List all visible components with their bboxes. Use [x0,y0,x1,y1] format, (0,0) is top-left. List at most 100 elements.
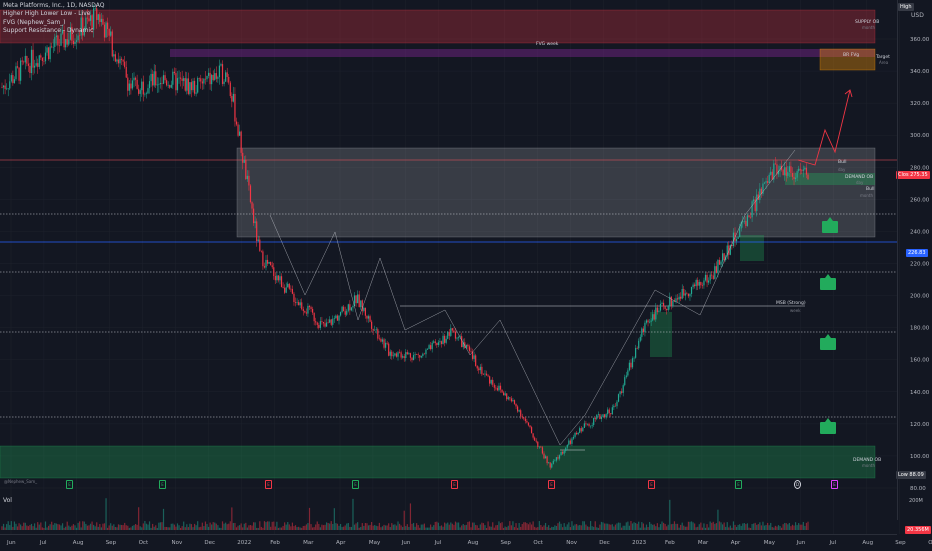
candle-body [41,57,43,61]
volume-bar [558,521,561,530]
volume-bar [181,526,183,530]
volume-bar [277,527,280,530]
earnings-flag-icon[interactable]: E [159,480,166,489]
candle-body [304,311,306,313]
volume-bar [695,527,697,530]
volume-bar [170,523,172,530]
volume-bar [725,526,727,530]
candle-body [703,280,705,286]
earnings-flag-icon[interactable]: E [66,480,73,489]
earnings-flag-icon[interactable]: E [265,480,272,489]
volume-bar [656,523,658,530]
volume-bar [616,523,618,530]
candle-body [793,176,795,180]
price-tag: Low 88.09 [896,471,926,480]
price-tick-label: 80.00 [910,486,926,492]
candle-body [357,294,359,304]
fvg-block [740,235,764,261]
volume-bar [7,521,9,530]
volume-bar [110,523,112,530]
volume-bar [225,522,227,530]
time-tick-label: Apr [731,540,741,546]
earnings-flag-icon[interactable]: E [735,480,742,489]
price-axis[interactable] [897,0,932,520]
earnings-flag-icon[interactable]: E [831,480,838,489]
volume-bar [239,525,241,530]
volume-bar [249,525,252,530]
volume-bar [621,527,623,530]
candle-body [263,266,266,268]
candle-body [18,67,20,81]
volume-bar [456,522,458,530]
candle-body [687,293,690,297]
candle-body [586,423,589,425]
volume-bar [551,526,553,530]
indicator-label[interactable]: Higher High Lower Low - Live [3,10,91,18]
volume-bar [167,527,169,530]
earnings-flag-icon[interactable]: E [352,480,359,489]
volume-bar [389,527,391,530]
volume-bar [329,523,331,530]
candle-body [218,65,221,78]
volume-bar [290,526,292,530]
candle-body [277,275,280,281]
volume-bar [683,525,685,530]
candle-body [420,355,422,358]
volume-bar [339,523,342,530]
indicator-label[interactable]: FVG (Nephew_Sam_) [3,18,66,26]
time-tick-label: Jul [39,540,47,546]
volume-bar [607,523,609,530]
currency-label[interactable]: USD [911,12,924,19]
candle-body [444,335,446,343]
earnings-flag-icon[interactable]: E [648,480,655,489]
time-axis[interactable] [0,534,897,551]
volume-bar [259,521,261,530]
earnings-flag-icon[interactable]: E [451,480,458,489]
volume-bar [343,526,345,530]
candle-body [555,457,558,461]
price-tick-label: 260.00 [910,197,930,203]
candle-body [268,262,270,264]
volume-bar [495,525,497,530]
candle-body [383,339,385,348]
candle-body [630,362,632,368]
candle-body [453,330,455,332]
volume-bar [369,524,371,530]
candle-body [603,414,606,418]
candle-body [591,424,593,426]
candle-body [585,423,587,425]
candle-body [763,182,766,184]
candle-body [242,152,244,163]
price-tick-label: 220.00 [910,262,930,268]
candle-body [642,328,644,333]
time-tick-label: Mar [698,540,709,546]
dividend-flag-icon[interactable]: D [794,480,801,489]
time-tick-label: Mar [303,540,314,546]
price-tick-label: 300.00 [910,133,930,139]
volume-bar [633,522,635,530]
volume-bar [434,521,436,530]
candle-body [290,288,292,290]
volume-bar [751,523,753,530]
symbol-title[interactable]: Meta Platforms, Inc., 1D, NASDAQ [3,2,105,9]
candle-body [254,221,256,224]
earnings-flag-icon[interactable]: E [548,480,555,489]
indicator-label[interactable]: Support Resistance - Dynamic [3,27,94,35]
candle-body [142,81,144,95]
candle-body [588,423,590,426]
time-tick-label: Jun [796,540,806,546]
candle-body [367,316,370,319]
volume-bar [49,524,51,530]
volume-bar [583,521,585,530]
volume-bar [52,524,54,530]
candle-body [179,77,182,79]
candle-body [426,348,429,350]
volume-bar [642,523,644,530]
volume-bar [32,526,34,530]
candle-body [119,58,121,64]
volume-bar [263,521,266,530]
candle-body [350,307,353,311]
volume-bar [450,522,452,530]
candle-body [621,391,623,393]
